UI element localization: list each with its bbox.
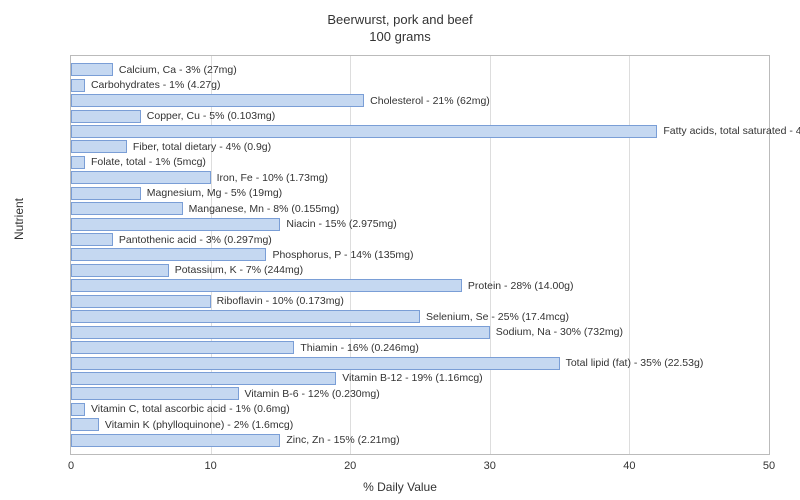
nutrient-bar — [71, 434, 280, 447]
nutrient-bar — [71, 218, 280, 231]
bar-row: Riboflavin - 10% (0.173mg) — [71, 294, 769, 309]
nutrient-bar-label: Iron, Fe - 10% (1.73mg) — [217, 171, 328, 185]
nutrient-bar — [71, 79, 85, 92]
bar-row: Iron, Fe - 10% (1.73mg) — [71, 170, 769, 185]
nutrient-bar — [71, 63, 113, 76]
nutrient-bar — [71, 387, 239, 400]
nutrient-bar — [71, 187, 141, 200]
nutrient-bar — [71, 372, 336, 385]
bar-row: Protein - 28% (14.00g) — [71, 278, 769, 293]
nutrient-bar — [71, 171, 211, 184]
nutrient-bar-label: Carbohydrates - 1% (4.27g) — [91, 78, 221, 92]
bar-row: Phosphorus, P - 14% (135mg) — [71, 247, 769, 262]
x-tick-label: 20 — [344, 460, 356, 472]
nutrient-bar-label: Vitamin B-6 - 12% (0.230mg) — [245, 387, 380, 401]
x-tick-label: 0 — [68, 460, 74, 472]
nutrient-bar-label: Vitamin K (phylloquinone) - 2% (1.6mcg) — [105, 418, 293, 432]
chart-title-line2: 100 grams — [0, 29, 800, 46]
nutrient-bar-label: Calcium, Ca - 3% (27mg) — [119, 63, 237, 77]
bar-row: Vitamin B-12 - 19% (1.16mcg) — [71, 371, 769, 386]
nutrient-bar — [71, 279, 462, 292]
nutrient-bar — [71, 326, 490, 339]
nutrient-bar-label: Magnesium, Mg - 5% (19mg) — [147, 186, 282, 200]
bar-row: Magnesium, Mg - 5% (19mg) — [71, 186, 769, 201]
bar-row: Sodium, Na - 30% (732mg) — [71, 324, 769, 339]
bar-row: Pantothenic acid - 3% (0.297mg) — [71, 232, 769, 247]
nutrient-bar — [71, 357, 560, 370]
x-tick-label: 30 — [484, 460, 496, 472]
y-axis-label: Nutrient — [12, 198, 26, 240]
nutrient-bar-label: Copper, Cu - 5% (0.103mg) — [147, 109, 275, 123]
x-tick-label: 10 — [204, 460, 216, 472]
nutrient-bar-label: Total lipid (fat) - 35% (22.53g) — [566, 356, 704, 370]
bar-row: Vitamin B-6 - 12% (0.230mg) — [71, 386, 769, 401]
nutrient-chart: Beerwurst, pork and beef 100 grams Nutri… — [0, 0, 800, 500]
plot-area: Calcium, Ca - 3% (27mg)Carbohydrates - 1… — [70, 55, 770, 455]
bar-row: Selenium, Se - 25% (17.4mcg) — [71, 309, 769, 324]
nutrient-bar — [71, 264, 169, 277]
bar-row: Fatty acids, total saturated - 42% (8.43… — [71, 124, 769, 139]
nutrient-bar — [71, 140, 127, 153]
chart-title-line1: Beerwurst, pork and beef — [0, 12, 800, 29]
bar-row: Vitamin K (phylloquinone) - 2% (1.6mcg) — [71, 417, 769, 432]
nutrient-bar — [71, 202, 183, 215]
bar-row: Copper, Cu - 5% (0.103mg) — [71, 108, 769, 123]
chart-title: Beerwurst, pork and beef 100 grams — [0, 0, 800, 46]
bar-row: Fiber, total dietary - 4% (0.9g) — [71, 139, 769, 154]
nutrient-bar — [71, 418, 99, 431]
nutrient-bar — [71, 341, 294, 354]
x-tick-label: 40 — [623, 460, 635, 472]
bar-row: Manganese, Mn - 8% (0.155mg) — [71, 201, 769, 216]
nutrient-bar — [71, 310, 420, 323]
bar-row: Calcium, Ca - 3% (27mg) — [71, 62, 769, 77]
x-axis-label: % Daily Value — [0, 480, 800, 494]
nutrient-bar — [71, 248, 266, 261]
bars-group: Calcium, Ca - 3% (27mg)Carbohydrates - 1… — [71, 62, 769, 448]
nutrient-bar — [71, 156, 85, 169]
nutrient-bar-label: Protein - 28% (14.00g) — [468, 279, 574, 293]
nutrient-bar-label: Sodium, Na - 30% (732mg) — [496, 325, 623, 339]
nutrient-bar-label: Fiber, total dietary - 4% (0.9g) — [133, 140, 271, 154]
nutrient-bar-label: Fatty acids, total saturated - 42% (8.43… — [663, 124, 800, 138]
nutrient-bar-label: Potassium, K - 7% (244mg) — [175, 263, 303, 277]
nutrient-bar-label: Niacin - 15% (2.975mg) — [286, 217, 396, 231]
nutrient-bar — [71, 94, 364, 107]
bar-row: Thiamin - 16% (0.246mg) — [71, 340, 769, 355]
nutrient-bar-label: Thiamin - 16% (0.246mg) — [300, 341, 418, 355]
nutrient-bar-label: Phosphorus, P - 14% (135mg) — [272, 248, 413, 262]
nutrient-bar-label: Folate, total - 1% (5mcg) — [91, 155, 206, 169]
nutrient-bar — [71, 125, 657, 138]
nutrient-bar-label: Cholesterol - 21% (62mg) — [370, 94, 490, 108]
bar-row: Carbohydrates - 1% (4.27g) — [71, 77, 769, 92]
nutrient-bar — [71, 403, 85, 416]
nutrient-bar-label: Manganese, Mn - 8% (0.155mg) — [189, 202, 340, 216]
bar-row: Niacin - 15% (2.975mg) — [71, 216, 769, 231]
bar-row: Cholesterol - 21% (62mg) — [71, 93, 769, 108]
x-tick-label: 50 — [763, 460, 775, 472]
nutrient-bar-label: Selenium, Se - 25% (17.4mcg) — [426, 310, 569, 324]
bar-row: Folate, total - 1% (5mcg) — [71, 155, 769, 170]
nutrient-bar-label: Pantothenic acid - 3% (0.297mg) — [119, 233, 272, 247]
nutrient-bar — [71, 110, 141, 123]
bar-row: Vitamin C, total ascorbic acid - 1% (0.6… — [71, 402, 769, 417]
bar-row: Potassium, K - 7% (244mg) — [71, 263, 769, 278]
nutrient-bar-label: Vitamin C, total ascorbic acid - 1% (0.6… — [91, 402, 290, 416]
nutrient-bar-label: Vitamin B-12 - 19% (1.16mcg) — [342, 371, 482, 385]
nutrient-bar-label: Zinc, Zn - 15% (2.21mg) — [286, 433, 399, 447]
nutrient-bar-label: Riboflavin - 10% (0.173mg) — [217, 294, 344, 308]
nutrient-bar — [71, 233, 113, 246]
bar-row: Total lipid (fat) - 35% (22.53g) — [71, 355, 769, 370]
nutrient-bar — [71, 295, 211, 308]
bar-row: Zinc, Zn - 15% (2.21mg) — [71, 433, 769, 448]
